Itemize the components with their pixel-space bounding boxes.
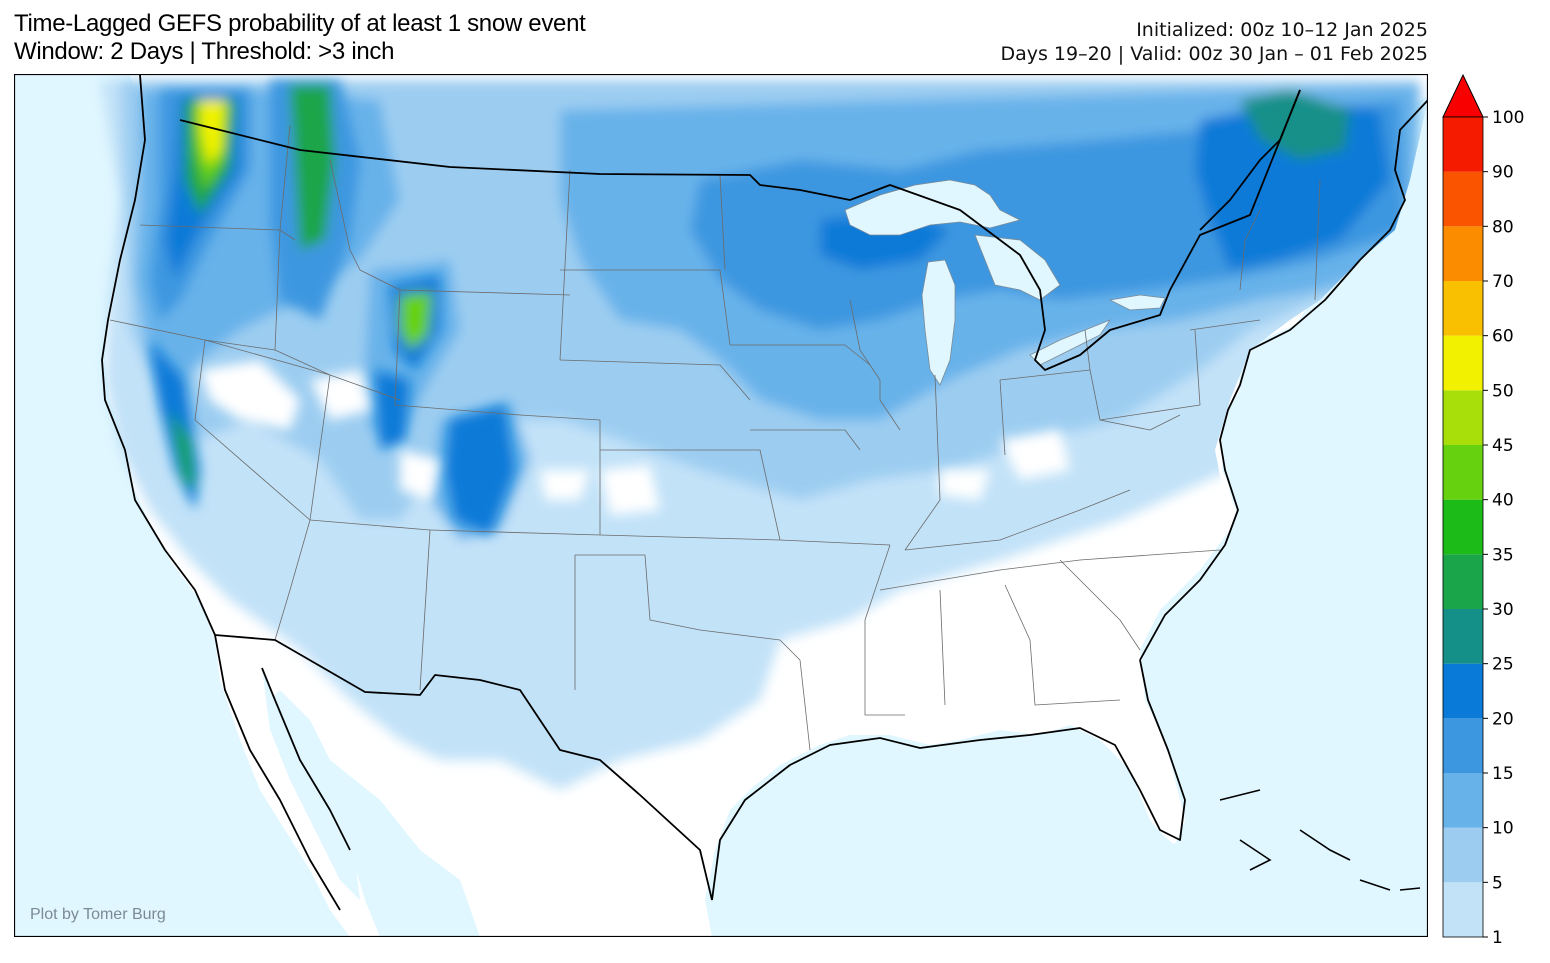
colorbar-tick-label: 70 <box>1492 272 1514 292</box>
colorbar-swatch <box>1443 171 1483 227</box>
title-block: Time-Lagged GEFS probability of at least… <box>14 10 774 66</box>
colorbar-tick-label: 5 <box>1492 873 1503 893</box>
gulf-of-california <box>262 668 360 900</box>
colorbar-swatch <box>1443 499 1483 555</box>
map-title: Time-Lagged GEFS probability of at least… <box>14 10 586 37</box>
colorbar-swatch <box>1443 663 1483 719</box>
colorbar-tick-label: 30 <box>1492 600 1514 620</box>
colorbar-swatch <box>1443 554 1483 609</box>
colorbar-tick-label: 10 <box>1492 819 1514 839</box>
lake-ontario <box>1108 294 1166 311</box>
colorbar-tick-label: 80 <box>1492 217 1514 237</box>
map-subtitle: Window: 2 Days | Threshold: >3 inch <box>14 38 395 65</box>
colorbar-swatches <box>1442 73 1484 938</box>
east-coast <box>1139 99 1428 661</box>
lake-erie <box>1029 319 1112 366</box>
colorbar-swatch <box>1443 281 1483 336</box>
us-canada-border <box>179 89 1301 371</box>
colorbar-swatch <box>1443 718 1483 773</box>
lake-michigan <box>921 259 956 386</box>
lake-huron <box>974 234 1061 301</box>
info-block: Initialized: 00z 10–12 Jan 2025 Days 19–… <box>1000 18 1428 66</box>
colorbar-swatch <box>1443 335 1483 391</box>
colorbar-tick-label: 50 <box>1492 381 1514 401</box>
colorbar-tick-label: 1 <box>1492 928 1503 948</box>
west-coast <box>101 74 341 911</box>
colorbar-tick-label: 15 <box>1492 764 1514 784</box>
colorbar-tick-label: 25 <box>1492 655 1514 675</box>
atlantic-ocean <box>712 300 1428 937</box>
credit-text: Plot by Tomer Burg <box>30 906 166 923</box>
colorbar-swatch <box>1443 226 1483 281</box>
initialized-text: Initialized: 00z 10–12 Jan 2025 <box>1136 19 1428 41</box>
colorbar-tick-label: 40 <box>1492 491 1514 511</box>
colorbar-tick-label: 90 <box>1492 163 1514 183</box>
colorbar-tick-label: 45 <box>1492 436 1514 456</box>
colorbar-tick-label: 100 <box>1492 108 1524 128</box>
colorbar-tick-label: 20 <box>1492 709 1514 729</box>
colorbar-swatch <box>1443 445 1483 500</box>
caribbean-islands <box>1219 789 1421 891</box>
colorbar-swatch <box>1443 609 1483 664</box>
colorbar-swatch <box>1443 827 1483 883</box>
map-frame <box>14 74 1428 937</box>
gulf-coast <box>711 659 1186 901</box>
us-mexico-border <box>214 634 713 901</box>
valid-text: Days 19–20 | Valid: 00z 30 Jan – 01 Feb … <box>1000 43 1428 65</box>
baja-coast <box>261 667 351 851</box>
state-borders <box>109 124 1321 751</box>
colorbar-swatch <box>1443 882 1483 937</box>
colorbar-swatch <box>1443 390 1483 445</box>
country-borders <box>101 74 1428 911</box>
probability-map <box>14 74 1428 937</box>
pacific-ocean <box>14 74 350 937</box>
st-lawrence <box>1199 89 1301 231</box>
colorbar-extend-triangle <box>1442 73 1484 118</box>
colorbar-tick-label: 60 <box>1492 327 1514 347</box>
colorbar-tick-label: 35 <box>1492 545 1514 565</box>
colorbar-swatch <box>1443 773 1483 828</box>
colorbar-swatch <box>1443 117 1483 172</box>
colorbar-frame <box>1442 116 1484 938</box>
